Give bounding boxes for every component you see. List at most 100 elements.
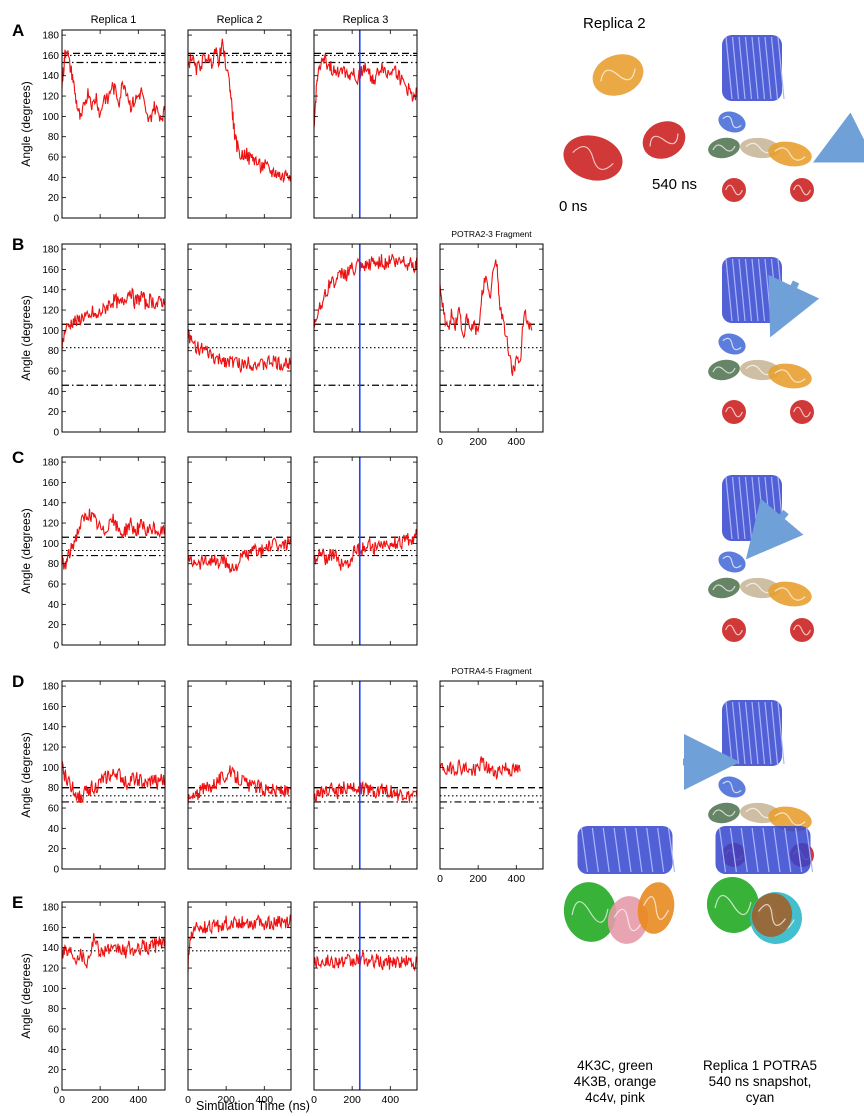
y-tick-label: 180 bbox=[42, 682, 59, 693]
y-tick-label: 0 bbox=[53, 214, 59, 225]
subplot-title: Replica 1 bbox=[91, 14, 137, 26]
closeup-left-barrel-strand bbox=[657, 827, 665, 873]
bama-overview-a-potra5-helix bbox=[722, 115, 742, 129]
x-tick-label: 400 bbox=[508, 436, 526, 448]
series-line bbox=[61, 933, 166, 969]
closeup-right-barrel-strand bbox=[729, 827, 737, 873]
plot-frame bbox=[61, 901, 166, 1091]
x-tick-label: 400 bbox=[130, 1094, 148, 1106]
closeup-right-barrel-strand bbox=[762, 827, 770, 873]
y-tick-label: 0 bbox=[53, 428, 59, 439]
bama-overview-d-barrel-strand bbox=[738, 701, 746, 765]
bama-overview-b-potra4-helix bbox=[712, 366, 736, 374]
y-tick-label: 180 bbox=[42, 31, 59, 42]
closeup-right-barrel bbox=[715, 826, 811, 874]
series-line bbox=[439, 756, 521, 781]
panel-letter: C bbox=[12, 448, 24, 467]
bama-overview-c-potra5-helix bbox=[722, 555, 742, 569]
bama-overview-a-barrel-strand bbox=[725, 36, 733, 100]
series-line bbox=[61, 287, 166, 351]
y-tick-label: 180 bbox=[42, 458, 59, 469]
y-tick-label: 140 bbox=[42, 722, 59, 733]
bama-overview-d-potra3-helix bbox=[774, 812, 806, 826]
plot-frame bbox=[313, 456, 418, 646]
plot-frame bbox=[187, 243, 292, 433]
bama-overview-a-potra3-helix bbox=[774, 147, 806, 161]
closeup-right-barrel-strand bbox=[784, 827, 792, 873]
replica2-potra-red-right-helix bbox=[649, 133, 679, 147]
bama-overview-b-potra1-helix bbox=[725, 406, 743, 418]
bama-overview-a-barrel-strand bbox=[731, 36, 740, 100]
series-line bbox=[313, 253, 418, 329]
y-tick-label: 40 bbox=[48, 600, 60, 611]
y-tick-label: 120 bbox=[42, 519, 59, 530]
y-tick-label: 0 bbox=[53, 1086, 59, 1097]
closeup-left-barrel-strand bbox=[580, 827, 589, 873]
closeup-right-barrel-strand bbox=[718, 827, 727, 873]
y-tick-label: 120 bbox=[42, 92, 59, 103]
caption-line: 4K3B, orange bbox=[573, 1074, 657, 1089]
y-tick-label: 60 bbox=[48, 153, 60, 164]
y-tick-label: 140 bbox=[42, 943, 59, 954]
closeup-right-barrel-strand bbox=[740, 827, 748, 873]
bama-overview-d-barrel-strand bbox=[744, 701, 753, 765]
y-tick-label: 60 bbox=[48, 580, 60, 591]
bama-overview-b-potra3-helix bbox=[774, 369, 806, 383]
bama-overview-a-potra2-helix bbox=[793, 184, 811, 196]
bama-overview-b-potra2-helix bbox=[793, 406, 811, 418]
panel-letter: B bbox=[12, 235, 24, 254]
subplot-title: Replica 3 bbox=[343, 14, 389, 26]
y-tick-label: 100 bbox=[42, 763, 59, 774]
y-axis-label: Angle (degrees) bbox=[19, 732, 33, 817]
bama-overview-b-barrel-strand bbox=[725, 258, 733, 322]
y-tick-label: 140 bbox=[42, 71, 59, 82]
subplot-title: Replica 2 bbox=[217, 14, 263, 26]
plot-frame bbox=[61, 243, 166, 433]
bama-overview-a-barrel-strand bbox=[751, 36, 759, 100]
y-tick-label: 140 bbox=[42, 498, 59, 509]
caption-line: Replica 1 POTRA5 bbox=[702, 1058, 818, 1073]
series-line bbox=[313, 528, 418, 571]
series-line bbox=[187, 38, 292, 184]
bama-overview-a-barrel-strand bbox=[770, 36, 779, 100]
arrow-c bbox=[745, 498, 804, 560]
closeup-left-barrel-strand bbox=[624, 827, 632, 873]
y-tick-label: 80 bbox=[48, 783, 60, 794]
plot-frame bbox=[439, 243, 544, 433]
closeup-right-green-helix bbox=[714, 894, 752, 916]
closeup-left-pink-helix bbox=[613, 908, 643, 932]
x-tick-label: 200 bbox=[469, 436, 487, 448]
bama-overview-c-potra4-helix bbox=[712, 584, 736, 592]
y-axis-label: Angle (degrees) bbox=[19, 953, 33, 1038]
bama-overview-d-barrel-strand bbox=[764, 701, 772, 765]
plot-frame bbox=[313, 901, 418, 1091]
closeup-left-barrel bbox=[577, 826, 673, 874]
x-tick-label: 200 bbox=[343, 1094, 361, 1106]
y-tick-label: 20 bbox=[48, 407, 60, 418]
plot-frame bbox=[439, 680, 544, 870]
y-axis-label: Angle (degrees) bbox=[19, 81, 33, 166]
series-line bbox=[187, 329, 292, 373]
caption-line: 4c4v, pink bbox=[585, 1090, 645, 1105]
x-tick-label: 0 bbox=[311, 1094, 317, 1106]
series-line bbox=[61, 508, 166, 570]
y-tick-label: 180 bbox=[42, 245, 59, 256]
y-tick-label: 40 bbox=[48, 824, 60, 835]
plot-frame bbox=[61, 680, 166, 870]
closeup-left-barrel-strand bbox=[591, 827, 599, 873]
bama-overview-a-barrel-strand bbox=[738, 36, 746, 100]
replica2-potra-red-left-helix bbox=[572, 146, 614, 170]
closeup-left-barrel-strand bbox=[635, 827, 643, 873]
x-tick-label: 200 bbox=[469, 873, 487, 885]
y-axis-label: Angle (degrees) bbox=[19, 508, 33, 593]
series-line bbox=[61, 761, 166, 804]
x-tick-label: 200 bbox=[91, 1094, 109, 1106]
bama-overview-b-barrel-strand bbox=[731, 258, 740, 322]
x-tick-label: 200 bbox=[217, 1094, 235, 1106]
y-tick-label: 160 bbox=[42, 923, 59, 934]
plot-frame bbox=[187, 680, 292, 870]
y-tick-label: 100 bbox=[42, 112, 59, 123]
x-tick-label: 0 bbox=[437, 873, 443, 885]
y-tick-label: 20 bbox=[48, 1065, 60, 1076]
